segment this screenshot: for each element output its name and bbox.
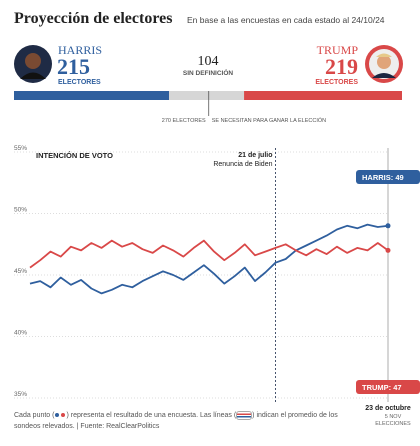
harris-electors-label: ELECTORES <box>58 79 101 86</box>
harris-bar <box>14 91 170 100</box>
end-label: HARRIS: 49 <box>362 173 404 182</box>
harris-photo <box>14 45 52 83</box>
threshold-note: SE NECESITAN PARA GANAR LA ELECCIÓN <box>212 117 326 124</box>
end-label-box <box>356 170 420 184</box>
undecided-label: SIN DEFINICIÓN <box>183 68 234 77</box>
y-tick-label: 55% <box>14 145 27 152</box>
undecided-value: 104 <box>198 54 219 69</box>
y-tick-label: 45% <box>14 268 27 275</box>
event-label: Renuncia de Biden <box>213 161 272 168</box>
undecided-bar <box>169 91 245 100</box>
footnote-text: indican el promedio de los sondeos relev… <box>14 412 338 430</box>
harris-name: HARRIS <box>58 43 102 57</box>
x-tick-label: 23 de octubre <box>365 405 411 412</box>
election-date: 5 NOV <box>385 414 402 420</box>
trump-electors-label: ELECTORES <box>315 79 358 86</box>
title: Proyección de electores <box>14 10 172 27</box>
y-tick-label: 40% <box>14 330 27 337</box>
harris-electors: 215 <box>57 54 90 79</box>
election-label: ELECCIONES <box>375 421 411 427</box>
footnote-text: representa el resultado de una encuesta.… <box>70 412 232 419</box>
footnote-text: Cada punto <box>14 412 51 419</box>
end-label: TRUMP: 47 <box>362 383 402 392</box>
series-line <box>29 239 389 269</box>
y-tick-label: 50% <box>14 207 27 214</box>
end-point <box>385 247 391 253</box>
trump-name: TRUMP <box>317 43 359 57</box>
x-tick-label: 21 de julio <box>238 152 272 159</box>
trump-bar <box>244 91 402 100</box>
footnote: Cada punto () representa el resultado de… <box>14 410 338 430</box>
y-tick-label: 35% <box>14 391 27 398</box>
end-point <box>385 223 391 229</box>
trump-photo <box>365 45 403 83</box>
trump-electors: 219 <box>325 54 358 79</box>
series-line <box>29 223 389 295</box>
threshold-label: 270 ELECTORES <box>162 118 206 124</box>
end-label-box <box>356 380 420 394</box>
chart-title: INTENCIÓN DE VOTO <box>36 151 113 160</box>
subtitle: En base a las encuestas en cada estado a… <box>187 15 385 25</box>
